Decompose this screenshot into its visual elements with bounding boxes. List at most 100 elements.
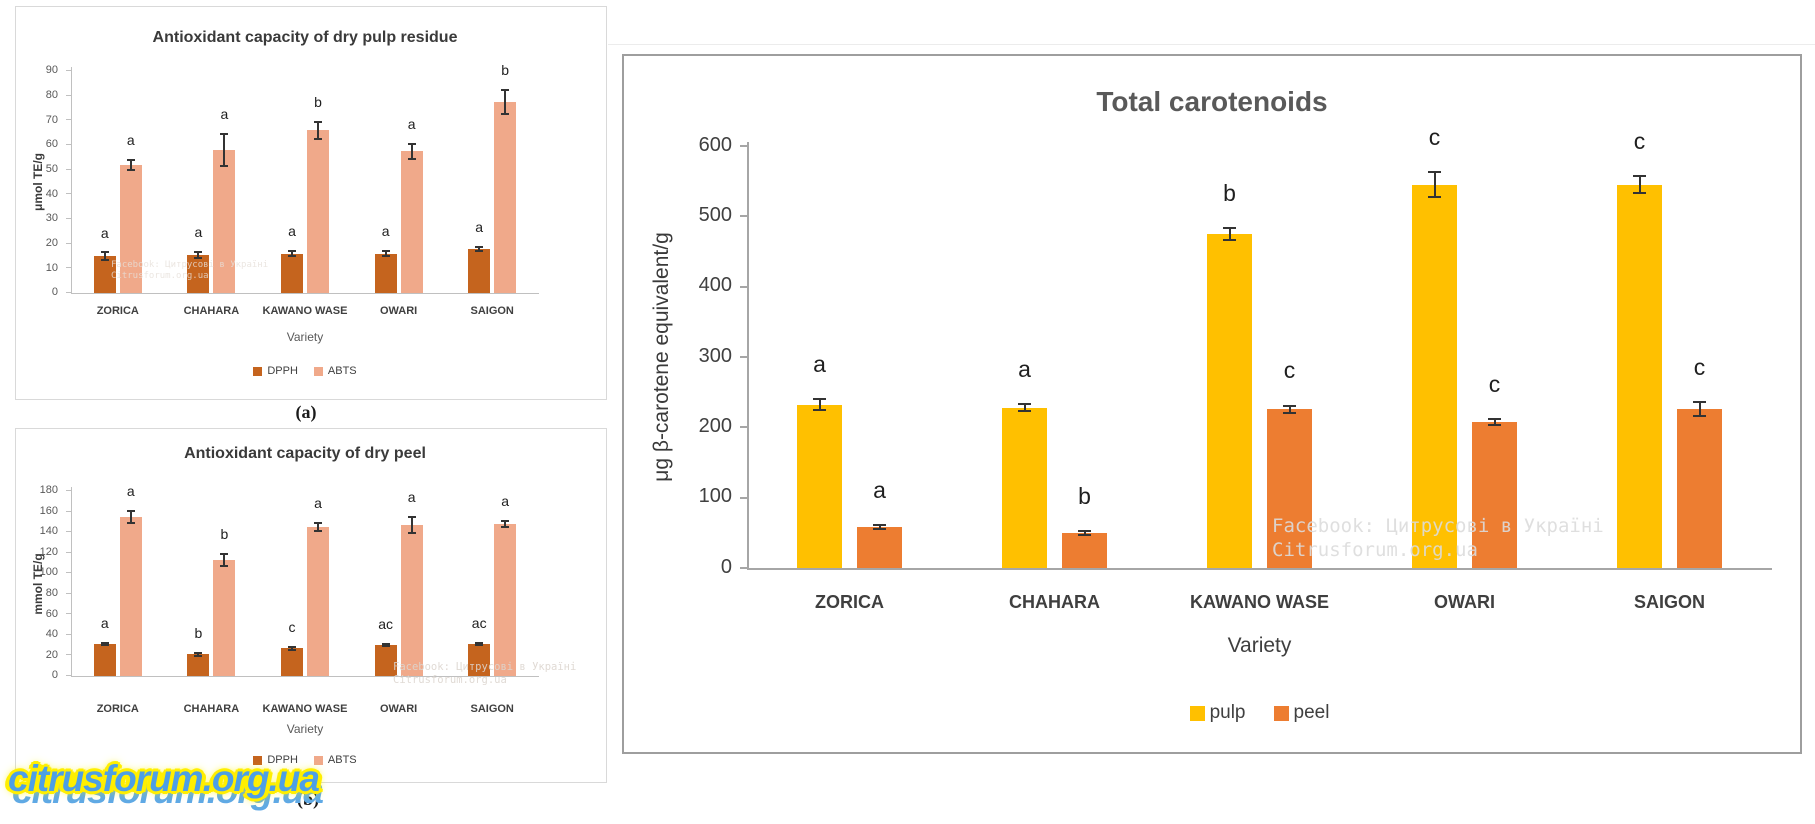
category-label: ZORICA (96, 703, 139, 715)
y-tick-label: 100 (39, 566, 58, 579)
error-bar-cap-top (1223, 227, 1236, 230)
significance-letter: ac (471, 615, 487, 632)
bar-peel-kawano-wase (1267, 409, 1312, 568)
legend: DPPH ABTS (71, 365, 539, 377)
y-tick-label: 0 (51, 669, 58, 682)
legend-item-ABTS: ABTS (313, 365, 357, 377)
error-bar-cap-bottom (381, 645, 390, 648)
legend-label-pulp: pulp (1209, 702, 1246, 723)
y-tick-mark (66, 510, 71, 512)
error-bar-cap-top (1633, 175, 1646, 178)
significance-letter: b (194, 625, 203, 642)
error-bar-cap-top (501, 88, 510, 91)
error-bar-cap-bottom (288, 648, 296, 651)
error-bar-cap-top (1428, 171, 1441, 174)
y-tick-label: 90 (45, 64, 58, 77)
figure-label-a: (a) (295, 402, 317, 422)
error-bar-line (478, 246, 481, 251)
legend-swatch-pulp (1189, 705, 1205, 721)
significance-letter: a (194, 224, 203, 241)
error-bar-cap-top (381, 250, 390, 253)
figure-label-b: (b) (297, 789, 319, 809)
y-tick-mark (740, 145, 747, 147)
y-tick-mark (66, 592, 71, 594)
error-bar-cap-bottom (314, 137, 322, 140)
y-tick-mark (66, 168, 71, 170)
y-tick-label: 100 (698, 485, 732, 508)
bar-pulp-kawano-wase (1207, 233, 1252, 568)
error-bar-cap-top (194, 250, 203, 253)
significance-letter: a (475, 218, 484, 235)
category-label: OWARI (379, 703, 418, 715)
significance-letter: a (813, 351, 826, 378)
y-tick-label: 20 (45, 648, 58, 661)
significance-letter: ac (378, 616, 393, 633)
bar-ABTS-zorica (119, 164, 142, 293)
error-bar-line (818, 399, 821, 411)
bar-DPPH-kawano-wase (281, 253, 303, 293)
y-tick-mark (740, 567, 747, 569)
site-watermark: citrusforum.org.ua citrusforum.org.ua (8, 758, 338, 820)
legend-swatch-peel (1273, 705, 1289, 721)
significance-letter: a (100, 224, 109, 241)
legend-item-pulp: pulp (1189, 702, 1246, 724)
significance-letter: c (1428, 123, 1441, 150)
collage-seam-line (608, 44, 1815, 45)
significance-letter: b (314, 93, 322, 110)
y-tick-label: 0 (720, 555, 732, 578)
legend-swatch-ABTS (313, 366, 323, 376)
y-tick-label: 10 (45, 261, 58, 274)
legend-label-DPPH: DPPH (267, 754, 298, 766)
bar-DPPH-zorica (93, 644, 116, 676)
error-bar-cap-bottom (1018, 410, 1031, 413)
error-bar-cap-bottom (220, 164, 229, 167)
bar-DPPH-kawano-wase (281, 648, 303, 676)
error-bar-cap-top (1018, 403, 1031, 406)
significance-letter: c (1693, 353, 1706, 380)
x-axis-line (747, 568, 1772, 570)
error-bar-cap-top (288, 250, 296, 253)
error-bar-line (1288, 405, 1291, 413)
significance-letter: a (100, 615, 109, 632)
y-tick-mark (66, 531, 71, 533)
y-tick-label: 50 (45, 162, 58, 175)
bar-ABTS-kawano-wase (307, 130, 329, 293)
legend: DPPH ABTS (71, 754, 539, 766)
error-bar-cap-top (1693, 401, 1706, 403)
error-bar-cap-top (100, 251, 109, 254)
error-bar-cap-top (813, 398, 826, 401)
y-tick-mark (66, 119, 71, 121)
error-bar-line (478, 643, 481, 646)
y-tick-label: 500 (698, 203, 732, 226)
error-bar-line (504, 520, 507, 527)
bar-ABTS-chahara (213, 559, 236, 676)
y-tick-label: 40 (45, 628, 58, 641)
legend-swatch-ABTS (313, 755, 323, 765)
y-tick-mark (66, 144, 71, 145)
error-bar-cap-top (1488, 417, 1501, 420)
error-bar-cap-bottom (126, 168, 135, 171)
category-label: ZORICA (815, 592, 884, 612)
error-bar-cap-top (475, 642, 484, 645)
category-label: KAWANO WASE (262, 703, 348, 715)
legend-label-peel: peel (1293, 702, 1330, 723)
error-bar-cap-bottom (220, 565, 229, 568)
significance-letter: a (126, 132, 135, 149)
error-bar-cap-bottom (501, 113, 510, 116)
y-tick-mark (66, 218, 71, 219)
error-bar-line (410, 143, 413, 159)
error-bar-cap-bottom (1488, 423, 1501, 426)
error-bar-cap-bottom (475, 249, 484, 252)
y-tick-label: 160 (39, 504, 58, 517)
error-bar-line (1433, 172, 1436, 198)
error-bar-line (317, 121, 319, 139)
bar-DPPH-owari (374, 645, 397, 676)
category-label: KAWANO WASE (262, 305, 348, 317)
error-bar-line (1698, 402, 1701, 417)
category-label: KAWANO WASE (1189, 592, 1329, 612)
bar-peel-saigon (1677, 409, 1722, 568)
y-axis-title: μmol TE/g (31, 152, 45, 212)
significance-letter: a (381, 223, 390, 240)
error-bar-line (291, 251, 293, 256)
y-tick-label: 140 (39, 525, 58, 538)
